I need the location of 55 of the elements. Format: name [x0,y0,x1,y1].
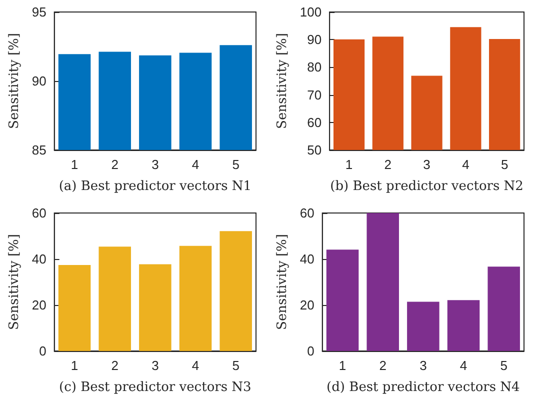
bar [366,212,399,350]
x-axis-title: (d) Best predictor vectors N4 [326,380,520,394]
y-tick-label: 60 [307,114,322,130]
x-tick-label: 2 [111,157,118,172]
y-tick-label: 70 [307,87,322,102]
x-tick-label: 5 [500,157,508,172]
y-tick-label: 0 [307,343,314,358]
y-tick-label: 90 [307,32,322,48]
x-tick-label: 5 [232,358,240,372]
x-tick-label: 3 [152,358,159,372]
y-tick-label: 40 [32,251,46,266]
x-tick-label: 3 [420,358,427,372]
x-tick-label: 4 [462,157,470,172]
x-tick-label: 1 [345,157,353,172]
y-tick-label: 85 [32,142,46,158]
x-tick-label: 1 [70,358,78,372]
y-tick-label: 0 [39,343,46,358]
y-axis-title: Sensitivity [%] [7,234,22,330]
y-tick-label: 60 [32,205,46,220]
bar [139,264,172,350]
x-tick-label: 5 [232,157,240,172]
x-axis-title: (a) Best predictor vectors N1 [58,179,252,194]
x-axis-title: (b) Best predictor vectors N2 [330,179,524,194]
y-tick-label: 20 [300,297,314,312]
x-tick-label: 2 [111,358,118,372]
y-tick-label: 20 [32,297,46,312]
x-tick-label: 1 [70,157,78,172]
y-tick-label: 95 [32,4,46,20]
bar [326,249,359,350]
bar [179,245,212,350]
x-tick-label: 3 [423,157,430,172]
bar [488,266,520,350]
x-tick-label: 4 [192,157,200,172]
bar [58,264,91,350]
x-tick-label: 5 [500,358,508,372]
y-axis-title: Sensitivity [%] [7,33,22,129]
bar [407,301,440,350]
x-tick-label: 1 [338,358,346,372]
x-axis-title: (c) Best predictor vectors N3 [59,380,252,394]
x-tick-label: 3 [152,157,159,172]
bar [98,246,131,350]
bar [220,230,252,350]
y-tick-label: 50 [307,142,322,158]
bar [447,300,480,350]
y-tick-label: 90 [32,74,46,88]
x-tick-label: 4 [192,358,200,372]
x-tick-label: 4 [460,358,468,372]
x-tick-label: 2 [384,157,392,172]
y-axis-title: Sensitivity [%] [275,33,290,129]
y-tick-label: 80 [307,60,322,75]
y-tick-label: 100 [300,4,322,20]
y-axis-title: Sensitivity [%] [275,234,290,330]
y-tick-label: 60 [300,205,314,220]
x-tick-label: 2 [379,358,386,372]
y-tick-label: 40 [300,251,314,266]
